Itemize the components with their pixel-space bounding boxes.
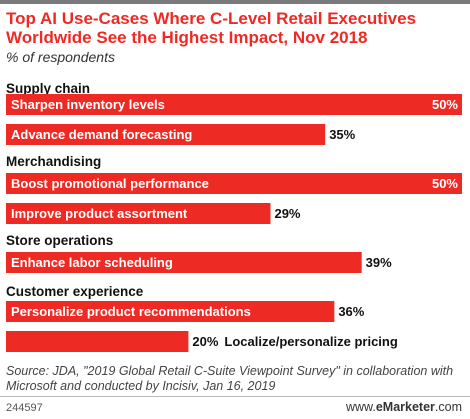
bar-label: Improve product assortment — [11, 206, 188, 221]
bar-label: Boost promotional performance — [11, 176, 209, 191]
value-label: 35% — [329, 127, 355, 142]
bar — [6, 252, 362, 273]
bar-label: Localize/personalize pricing — [224, 334, 397, 349]
value-label: 39% — [366, 255, 392, 270]
footer-divider — [0, 396, 470, 397]
bar — [6, 301, 335, 322]
value-label: 50% — [432, 97, 458, 112]
chart-subtitle: % of respondents — [6, 49, 115, 65]
value-label: 29% — [274, 206, 300, 221]
group-label: Merchandising — [6, 154, 101, 169]
top-rule — [0, 0, 470, 4]
chart-id: 244597 — [6, 402, 43, 414]
bar-label: Sharpen inventory levels — [11, 97, 165, 112]
brand-suffix: .com — [434, 400, 462, 414]
bar-label: Advance demand forecasting — [11, 127, 192, 142]
bar — [6, 331, 189, 352]
bar — [6, 203, 271, 224]
brand-logo: www.eMarketer.com — [346, 400, 462, 414]
group-label: Customer experience — [6, 284, 144, 299]
source-note: Source: JDA, "2019 Global Retail C-Suite… — [6, 364, 454, 393]
bar — [6, 94, 462, 115]
chart-title: Top AI Use-Cases Where C-Level Retail Ex… — [6, 9, 417, 47]
brand-prefix: www. — [345, 400, 376, 414]
bar — [6, 173, 462, 194]
bar-label: Enhance labor scheduling — [11, 255, 173, 270]
value-label: 36% — [338, 304, 364, 319]
group-label: Supply chain — [6, 81, 90, 96]
bar — [6, 124, 326, 145]
value-label: 20% — [192, 334, 218, 349]
group-label: Store operations — [6, 233, 113, 248]
bar-label: Personalize product recommendations — [11, 304, 251, 319]
brand-name: eMarketer — [375, 400, 435, 414]
value-label: 50% — [432, 176, 458, 191]
